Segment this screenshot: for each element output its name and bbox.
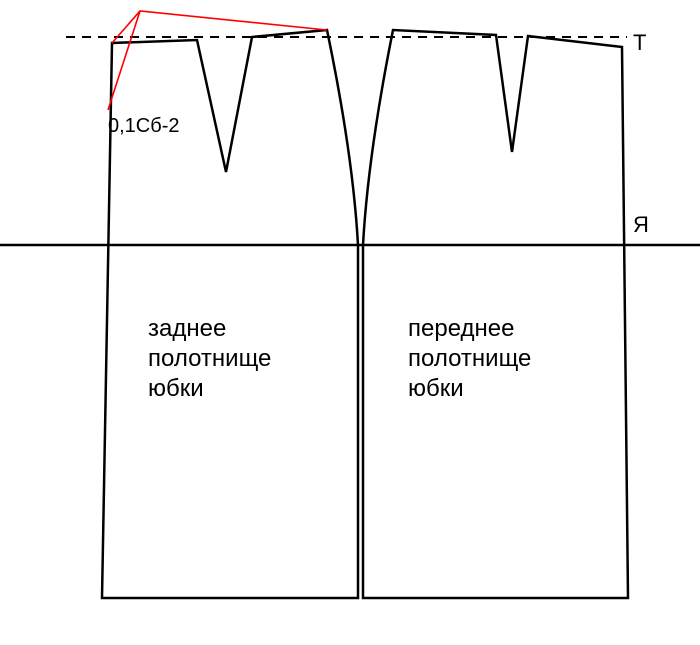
back-panel-label-3: юбки (148, 375, 204, 402)
formula-label: 0,1Сб-2 (108, 115, 179, 137)
waist-raise-marker (112, 11, 327, 43)
front-panel-label-1: переднее (408, 315, 514, 342)
front-panel-label-3: юбки (408, 375, 464, 402)
skirt-pattern-diagram: 0,1Сб-2 Т Я заднее полотнище юбки передн… (0, 0, 700, 645)
front-panel-label-2: полотнище (408, 345, 531, 372)
back-panel-label-2: полотнище (148, 345, 271, 372)
hip-line-label: Я (633, 212, 649, 237)
waist-line-label: Т (633, 30, 646, 55)
back-panel-label-1: заднее (148, 315, 226, 342)
front-panel-outline (363, 30, 628, 598)
